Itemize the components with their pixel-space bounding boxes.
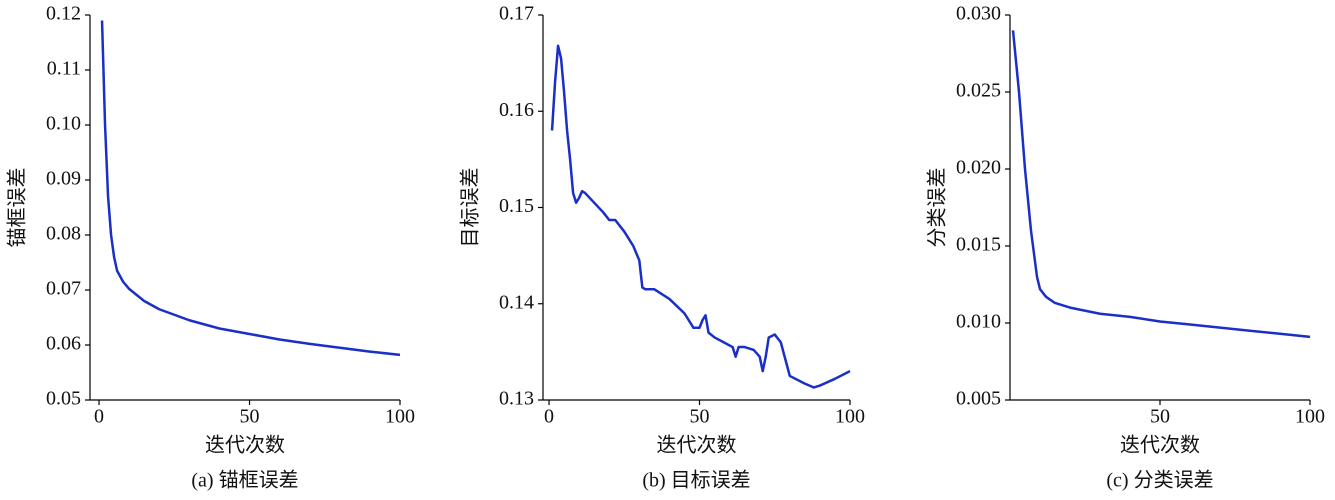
- y-tick-label: 0.005: [956, 388, 1001, 410]
- y-tick-label: 0.13: [499, 388, 534, 410]
- y-tick-label: 0.025: [956, 80, 1001, 102]
- y-tick-label: 0.05: [46, 388, 81, 410]
- y-tick-label: 0.015: [956, 234, 1001, 256]
- y-axis-label: 目标误差: [458, 168, 482, 248]
- x-tick-label: 0: [544, 406, 554, 428]
- y-tick-label: 0.15: [499, 195, 534, 217]
- y-tick-label: 0.10: [46, 113, 81, 135]
- caption: (a) 锚框误差: [191, 469, 298, 492]
- y-tick-label: 0.07: [46, 278, 81, 300]
- y-tick-label: 0.12: [46, 3, 81, 25]
- y-tick-label: 0.14: [499, 291, 534, 313]
- data-line: [100, 20, 401, 357]
- y-tick-label: 0.16: [499, 99, 534, 121]
- x-axis-label: 迭代次数: [205, 433, 285, 457]
- y-tick-label: 0.08: [46, 223, 81, 245]
- y-tick-label: 0.06: [46, 333, 81, 355]
- x-tick-label: 100: [835, 406, 865, 428]
- x-tick-label: 50: [240, 406, 260, 428]
- y-tick-label: 0.020: [956, 157, 1001, 179]
- x-tick-label: 50: [1150, 406, 1170, 428]
- y-tick-label: 0.09: [46, 168, 81, 190]
- x-tick-label: 0: [94, 406, 104, 428]
- y-tick-label: 0.010: [956, 311, 1001, 333]
- y-tick-label: 0.17: [499, 3, 534, 25]
- y-tick-label: 0.11: [47, 58, 81, 80]
- x-axis-label: 迭代次数: [657, 433, 737, 457]
- x-axis-label: 迭代次数: [1120, 433, 1200, 457]
- x-tick-label: 100: [1295, 406, 1325, 428]
- data-line: [550, 44, 851, 389]
- y-axis-label: 锚框误差: [5, 168, 29, 248]
- y-tick-label: 0.030: [956, 3, 1001, 25]
- data-line: [1011, 30, 1311, 339]
- caption: (c) 分类误差: [1106, 469, 1213, 492]
- x-tick-label: 100: [385, 406, 415, 428]
- x-tick-label: 50: [690, 406, 710, 428]
- caption: (b) 目标误差: [642, 469, 750, 492]
- y-axis-label: 分类误差: [925, 168, 949, 248]
